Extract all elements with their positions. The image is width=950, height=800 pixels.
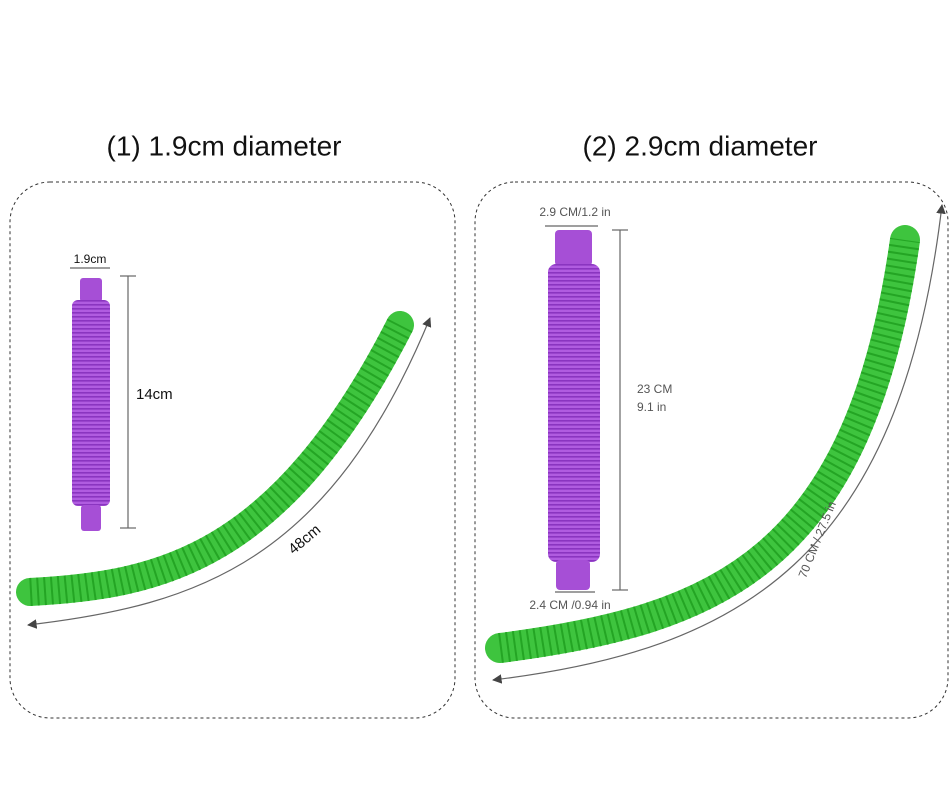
stretched-label: 48cm (285, 521, 324, 558)
length-label: 14cm (136, 386, 173, 403)
purple-tube (548, 230, 600, 590)
length-arrow (492, 204, 946, 684)
panel-frame (9, 181, 456, 719)
length-label: 9.1 in (637, 400, 666, 414)
top-label: 2.9 CM/1.2 in (539, 205, 610, 219)
purple-tube (72, 278, 110, 531)
bottom-label: 2.4 CM /0.94 in (529, 598, 610, 612)
diameter-label: 1.9cm (74, 252, 107, 266)
panel-title: (1) 1.9cm diameter (107, 130, 342, 161)
panel-title: (2) 2.9cm diameter (583, 130, 818, 161)
panel-frame (474, 181, 949, 719)
length-label: 23 CM (637, 382, 672, 396)
length-arrow (27, 317, 432, 629)
